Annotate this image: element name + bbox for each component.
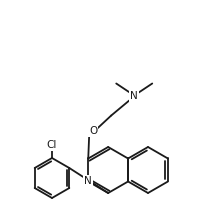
Text: N: N [130, 91, 138, 101]
Text: O: O [89, 125, 97, 135]
Text: N: N [84, 176, 92, 186]
Text: Cl: Cl [47, 140, 57, 150]
Text: N: N [130, 91, 138, 101]
